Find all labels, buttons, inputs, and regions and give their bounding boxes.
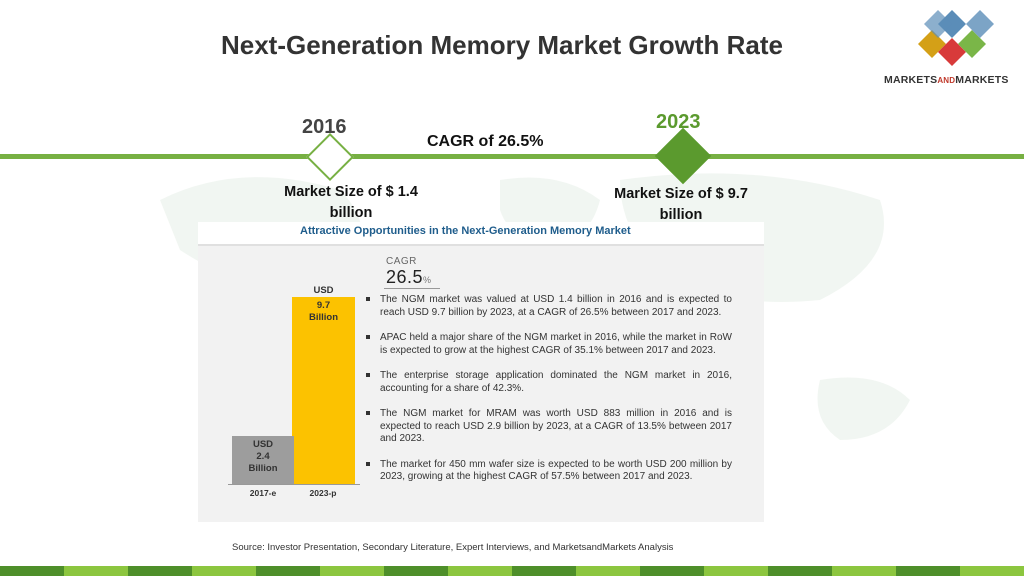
bar-2023-top-label: USD [313,285,334,296]
footer-segment [640,566,704,576]
end-year: 2023 [656,111,701,133]
cagr-underline [384,288,440,289]
footer-segment [960,566,1024,576]
start-market-size: Market Size of $ 1.4 billion [284,184,418,221]
bullet-item: The NGM market for MRAM was worth USD 88… [364,408,732,446]
footer-segment [192,566,256,576]
footer-segment [384,566,448,576]
footer-segment [704,566,768,576]
cagr-label: CAGR of 26.5% [427,133,544,150]
category-label: 2023-p [309,488,337,498]
cagr-value: 26.5% [386,267,432,287]
logo-wordmark: MARKETSANDMARKETS [884,74,1009,86]
end-diamond-marker [654,127,712,185]
footer-segment [512,566,576,576]
infographic-panel: Attractive Opportunities in the Next-Gen… [198,222,764,522]
panel-header: Attractive Opportunities in the Next-Gen… [198,222,764,246]
slide-title: Next-Generation Memory Market Growth Rat… [220,30,783,60]
footer-segment [768,566,832,576]
footer-segment [448,566,512,576]
footer-segment [0,566,64,576]
bullet-item: The market for 450 mm wafer size is expe… [364,459,732,484]
logo-diamonds-icon [918,10,994,66]
bullet-item: The NGM market was valued at USD 1.4 bil… [364,294,732,319]
company-logo: MARKETSANDMARKETS [880,8,1020,92]
bar-2017: USD 2.4 Billion [232,436,294,484]
end-market-size: Market Size of $ 9.7 billion [614,186,748,223]
category-label: 2017-e [249,488,277,498]
footer-stripe [0,566,1024,576]
bullet-item: APAC held a major share of the NGM marke… [364,332,732,357]
bullet-list: The NGM market was valued at USD 1.4 bil… [364,294,732,497]
timeline-bar [0,154,1024,159]
footer-segment [832,566,896,576]
bar-2023-label: 9.7 Billion [308,300,339,323]
chart-axis [228,484,360,485]
source-note: Source: Investor Presentation, Secondary… [232,542,674,553]
bar-2023: 9.7 Billion [292,297,355,484]
footer-segment [128,566,192,576]
footer-segment [576,566,640,576]
cagr-box: CAGR 26.5% [386,256,432,288]
footer-segment [896,566,960,576]
footer-segment [320,566,384,576]
footer-segment [256,566,320,576]
start-year: 2016 [302,116,347,138]
panel-title: Attractive Opportunities in the Next-Gen… [300,225,631,237]
start-diamond-marker [305,132,355,182]
bullet-item: The enterprise storage application domin… [364,370,732,395]
cagr-caption: CAGR [386,256,417,267]
bar-2017-label: USD 2.4 Billion [248,439,278,474]
footer-segment [64,566,128,576]
